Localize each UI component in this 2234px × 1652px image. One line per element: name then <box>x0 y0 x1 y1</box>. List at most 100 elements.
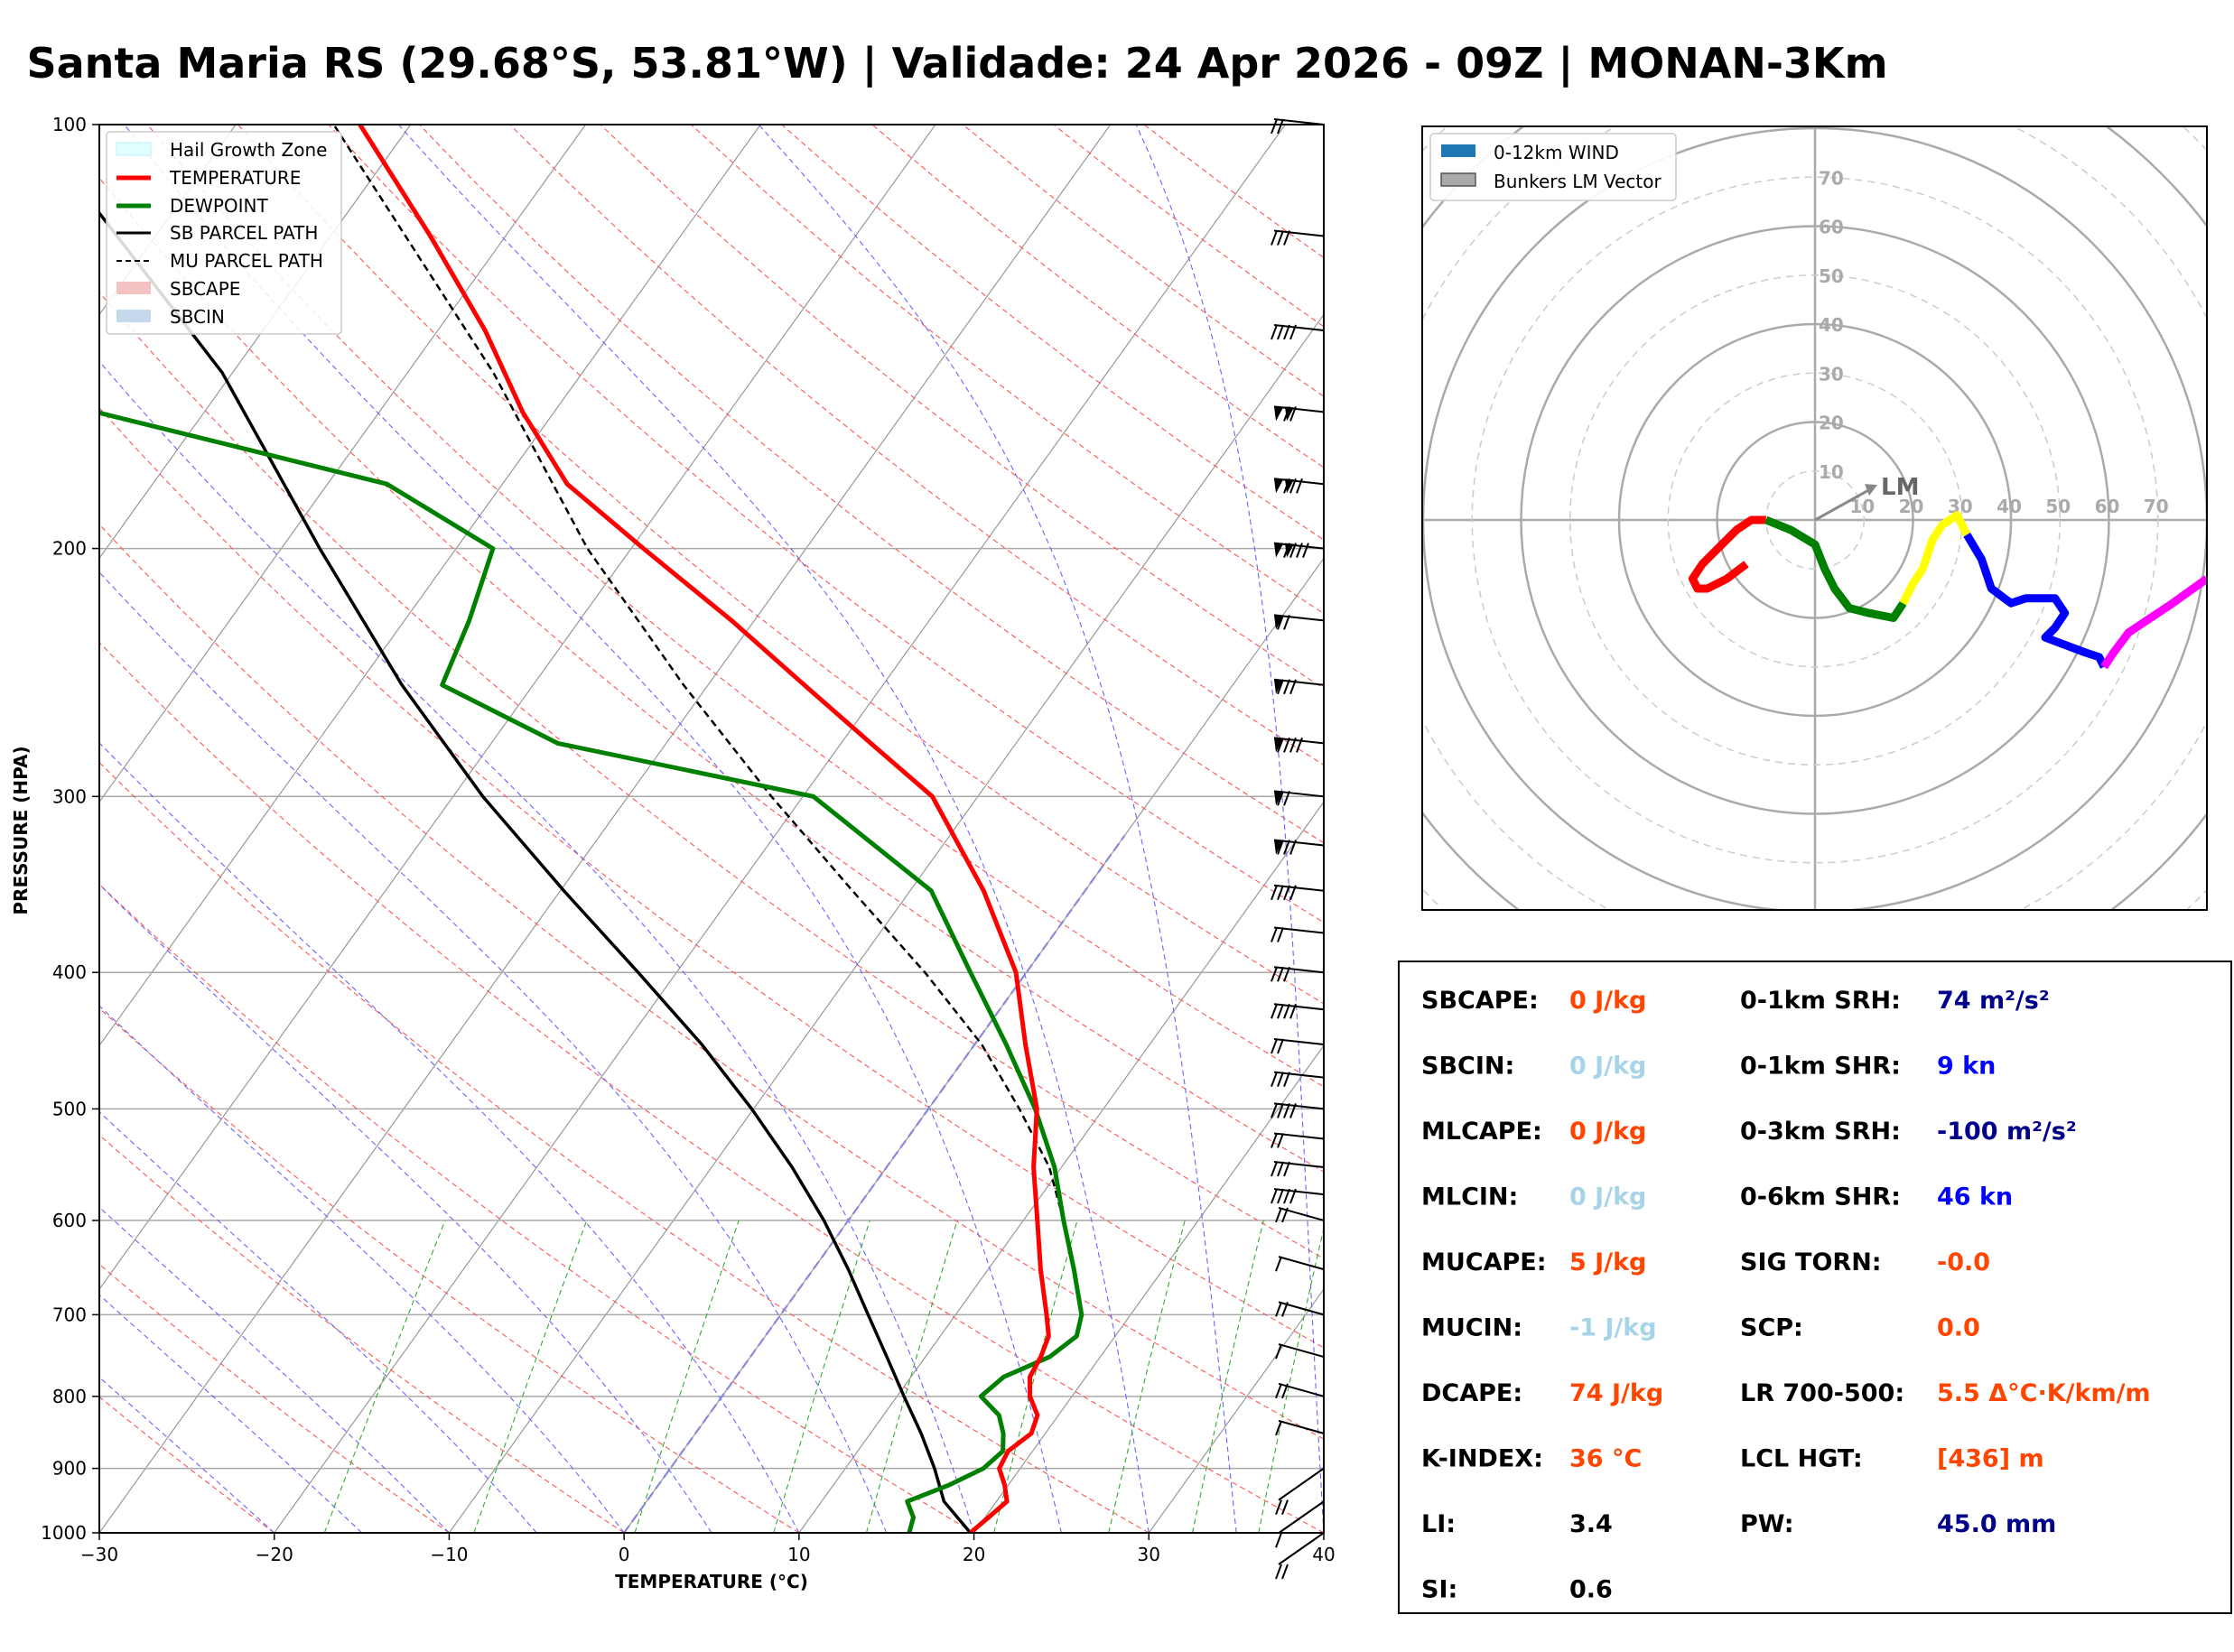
barb-feather <box>1289 324 1297 340</box>
barb-feather <box>1281 1383 1289 1399</box>
index-value: 0 J/kg <box>1569 1053 1646 1081</box>
barb-feather <box>1271 1072 1278 1087</box>
barb-feather <box>1277 118 1284 135</box>
index-value: 0.6 <box>1569 1576 1613 1604</box>
barb-feather <box>1283 324 1290 340</box>
barb-feather <box>1271 927 1278 942</box>
barb-staff <box>1278 1256 1325 1271</box>
hodo-ring-label-u: 40 <box>1997 496 2022 517</box>
mixing-ratio-line <box>323 1220 446 1533</box>
hodo-legend-label-wind: 0-12km WIND <box>1494 142 1619 163</box>
wind-barb <box>1271 1132 1325 1148</box>
barb-feather <box>1281 1207 1289 1223</box>
barb-feather <box>1271 1038 1278 1054</box>
isotherm-line <box>798 801 1324 1533</box>
y-tick-label: 100 <box>52 114 87 135</box>
barb-feather <box>1271 1003 1278 1019</box>
legend-swatch-sbcape <box>116 282 151 294</box>
mixing-ratio-line <box>993 1220 1078 1533</box>
moist-adiabat-line <box>99 1005 625 1533</box>
index-label: SBCAPE: <box>1421 987 1539 1015</box>
barb-flag <box>1274 543 1283 558</box>
barb-feather <box>1283 230 1290 246</box>
barb-feather <box>1271 324 1278 340</box>
barb-feather <box>1271 1133 1278 1148</box>
barb-feather <box>1296 543 1303 558</box>
legend-frame <box>106 131 342 335</box>
wind-barb <box>1271 1160 1325 1177</box>
index-value: 3.4 <box>1569 1510 1613 1538</box>
dewpoint-profile <box>99 410 1084 1533</box>
barb-feather <box>1277 1188 1284 1204</box>
index-value: -1 J/kg <box>1569 1314 1657 1342</box>
barb-feather <box>1283 1072 1290 1087</box>
dry-adiabat-line <box>99 524 1324 1440</box>
figure-title: Santa Maria RS (29.68°S, 53.81°W) | Vali… <box>26 39 1887 88</box>
barb-feather <box>1277 1003 1284 1019</box>
moist-adiabat-line <box>99 742 800 1533</box>
moist-adiabat-line <box>397 125 1150 1533</box>
index-label: LI: <box>1421 1510 1456 1538</box>
barb-staff <box>1278 1467 1325 1501</box>
index-value: 9 kn <box>1937 1053 1996 1081</box>
index-value: 46 kn <box>1937 1183 2013 1211</box>
moist-adiabat-line <box>99 360 975 1533</box>
dry-adiabat-line <box>99 642 1324 1533</box>
y-tick-label: 800 <box>52 1386 87 1407</box>
isotherm-line <box>448 313 1324 1533</box>
wind-barb <box>1273 478 1325 494</box>
legend-label-sbcin: SBCIN <box>170 306 225 328</box>
y-tick-label: 700 <box>52 1304 87 1325</box>
dry-adiabat-line <box>99 406 1324 1349</box>
index-label: MLCIN: <box>1421 1183 1518 1211</box>
hodo-ring <box>1569 274 2061 766</box>
hodo-ring-label-u: 20 <box>1899 496 1924 517</box>
y-tick-label: 1000 <box>41 1522 87 1544</box>
barb-feather <box>1283 738 1290 753</box>
skewt-ylabel: PRESSURE (HPA) <box>10 746 32 914</box>
wind-barb <box>1275 1382 1325 1399</box>
hodo-legend-swatch-wind <box>1441 144 1475 157</box>
hodo-ring-label-v: 50 <box>1819 265 1844 287</box>
barb-staff <box>1278 1419 1325 1434</box>
barb-feather <box>1283 543 1290 558</box>
index-value: 74 J/kg <box>1569 1379 1663 1407</box>
indices-panel: SBCAPE: 0 J/kg SBCIN: 0 J/kg MLCAPE: 0 J/kg ML… <box>1398 961 2232 1614</box>
hodo-ring-label-u: 70 <box>2144 496 2169 517</box>
hodograph-trace: LM <box>1688 474 2207 670</box>
barb-feather <box>1289 543 1297 558</box>
barb-feather <box>1281 1499 1289 1515</box>
dry-adiabat-line <box>146 125 1324 1088</box>
wind-barb <box>1275 1419 1325 1436</box>
barb-feather <box>1277 679 1284 695</box>
barb-feather <box>1281 1564 1289 1580</box>
barb-feather <box>1283 406 1290 422</box>
wind-barb <box>1271 323 1325 340</box>
barb-feather <box>1277 1038 1284 1054</box>
legend-label-hgz: Hail Growth Zone <box>170 139 327 161</box>
wind-barb <box>1271 1003 1325 1019</box>
wind-barb <box>1275 1343 1325 1360</box>
wind-barb <box>1273 542 1325 558</box>
x-tick-label: 0 <box>619 1544 630 1565</box>
barb-feather <box>1283 1161 1290 1177</box>
barb-feather <box>1296 478 1303 494</box>
hodo-ring-label-u: 50 <box>2045 496 2071 517</box>
hodo-segment-6-9km <box>1963 532 2108 669</box>
x-tick-label: −20 <box>256 1544 293 1565</box>
moist-adiabat-line <box>99 884 712 1533</box>
wind-barb <box>1275 1500 1325 1548</box>
index-label: 0-1km SRH: <box>1740 987 1901 1015</box>
y-tick-label: 500 <box>52 1098 87 1119</box>
y-tick-label: 900 <box>52 1458 87 1480</box>
index-label: PW: <box>1740 1510 1794 1538</box>
hodo-ring-label-v: 20 <box>1819 413 1844 434</box>
hodo-segment-0-1km <box>1688 515 1766 593</box>
barb-staff <box>1278 1532 1325 1565</box>
hodo-segment-9-12km <box>2100 575 2207 670</box>
barb-feather <box>1283 1188 1290 1204</box>
legend-label-dewpoint: DEWPOINT <box>170 195 268 217</box>
temperature-profile <box>358 125 1051 1533</box>
legend-label-sbcape: SBCAPE <box>170 278 240 300</box>
x-tick-label: 20 <box>963 1544 985 1565</box>
